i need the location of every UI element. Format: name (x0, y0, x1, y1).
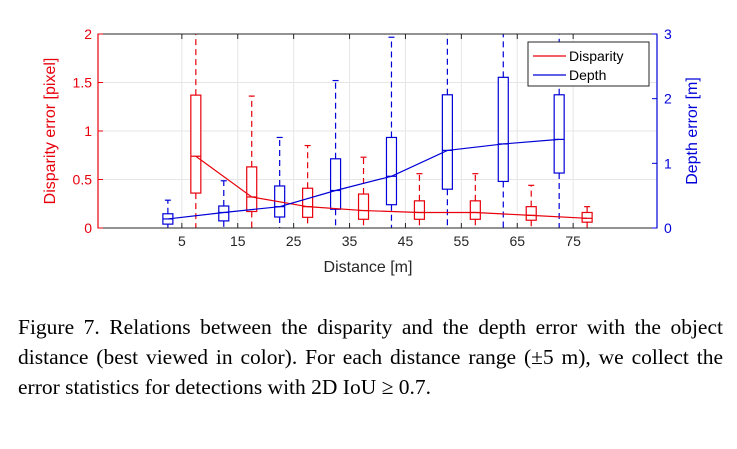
figure-caption: Figure 7. Relations between the disparit… (18, 315, 723, 399)
box-body (246, 166, 258, 213)
box-groups (162, 34, 593, 228)
box-body (525, 206, 537, 221)
left-tick-label: 2 (84, 26, 92, 42)
box-body (441, 94, 453, 190)
legend-label-depth: Depth (569, 67, 606, 83)
right-tick-label: 1 (664, 155, 672, 171)
box-body (329, 158, 342, 210)
right-tick-label: 2 (664, 91, 672, 107)
box-plot-chart: 5 15 25 35 45 55 65 75 0 0.5 1 1.5 2 0 1 2 3 Distance [m… (42, 26, 701, 276)
box-body (581, 211, 593, 223)
box-body (190, 94, 202, 194)
box-depth (441, 34, 453, 228)
x-tick-label: 65 (509, 233, 525, 249)
box-body (413, 200, 426, 220)
series-line-depth (167, 138, 560, 220)
series-line-disparity (195, 155, 588, 219)
x-axis-title: Distance [m] (324, 259, 413, 276)
x-tick-label: 75 (565, 233, 581, 249)
axes: 5 15 25 35 45 55 65 75 0 0.5 1 1.5 2 0 1 2 3 (73, 26, 672, 249)
box-depth (329, 79, 342, 228)
box-body (357, 193, 370, 220)
box-body (469, 200, 481, 220)
x-tick-label: 45 (398, 233, 414, 249)
x-tick-label: 25 (286, 233, 302, 249)
left-tick-label: 1 (84, 123, 92, 139)
legend: Disparity Depth (527, 41, 650, 87)
x-tick-label: 55 (454, 233, 470, 249)
left-tick-label: 0 (84, 220, 92, 236)
box-body (302, 187, 314, 218)
legend-label-disparity: Disparity (569, 48, 623, 64)
x-tick-label: 35 (342, 233, 358, 249)
left-axis-title: Disparity error [pixel] (42, 58, 59, 205)
box-disparity (190, 34, 202, 228)
left-tick-label: 0.5 (73, 172, 93, 188)
x-tick-label: 15 (230, 233, 246, 249)
right-axis-title: Depth error [m] (684, 77, 701, 185)
left-tick-label: 1.5 (73, 75, 93, 91)
box-body (497, 76, 509, 183)
x-tick-label: 5 (178, 233, 186, 249)
box-depth (385, 36, 398, 228)
legend-box (527, 41, 650, 87)
box-body (553, 94, 565, 174)
right-tick-label: 0 (664, 220, 672, 236)
right-tick-label: 3 (664, 26, 672, 42)
mean-lines (167, 138, 588, 220)
box-body (385, 136, 398, 206)
